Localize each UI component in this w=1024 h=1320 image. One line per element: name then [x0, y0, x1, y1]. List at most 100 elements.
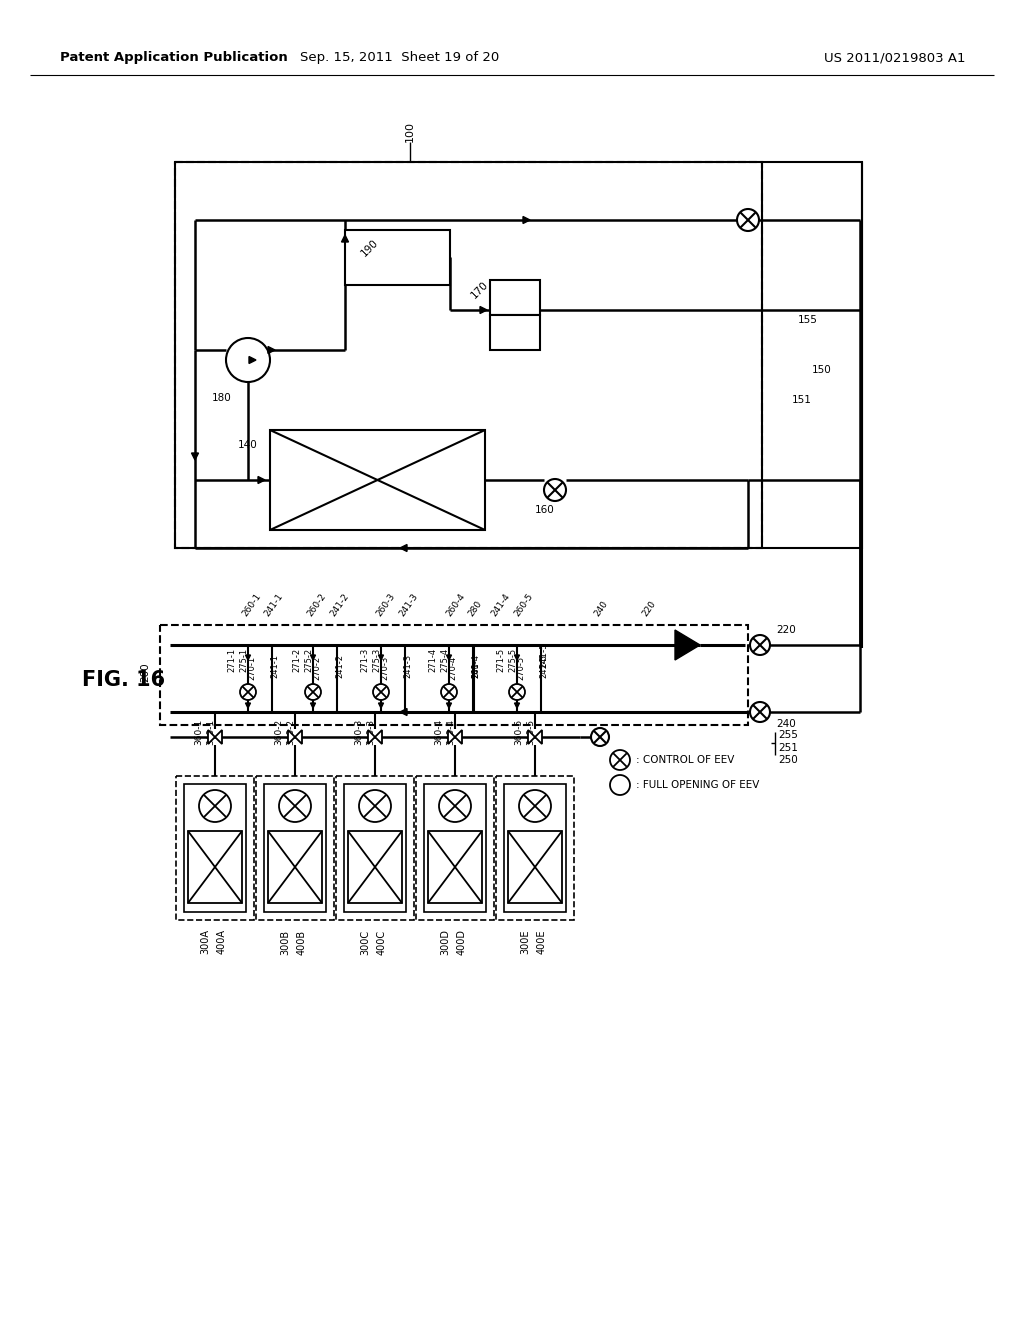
- Circle shape: [373, 684, 389, 700]
- Polygon shape: [341, 235, 348, 242]
- Text: 271-1: 271-1: [227, 648, 237, 672]
- Polygon shape: [249, 356, 256, 363]
- Circle shape: [439, 789, 471, 822]
- Text: 271-5: 271-5: [497, 648, 506, 672]
- Bar: [268, 832, 322, 903]
- Text: 270-5: 270-5: [516, 656, 525, 680]
- Bar: [176, 776, 254, 920]
- Circle shape: [509, 684, 525, 700]
- Text: 275-5: 275-5: [509, 648, 517, 672]
- Bar: [264, 784, 326, 912]
- Polygon shape: [675, 630, 700, 660]
- Polygon shape: [455, 730, 462, 744]
- Text: 160: 160: [536, 506, 555, 515]
- Text: 241-3: 241-3: [397, 591, 420, 618]
- Text: 180: 180: [212, 393, 231, 403]
- Polygon shape: [191, 453, 199, 459]
- Text: 190: 190: [359, 238, 381, 259]
- Polygon shape: [446, 655, 452, 660]
- Circle shape: [737, 209, 759, 231]
- Circle shape: [305, 684, 321, 700]
- Circle shape: [441, 684, 457, 700]
- Text: 270-2: 270-2: [312, 656, 322, 680]
- Bar: [416, 776, 494, 920]
- Polygon shape: [535, 730, 542, 744]
- Text: 200: 200: [140, 663, 150, 682]
- Text: Sep. 15, 2011  Sheet 19 of 20: Sep. 15, 2011 Sheet 19 of 20: [300, 51, 500, 65]
- Text: 300B: 300B: [280, 929, 290, 954]
- Text: 151: 151: [792, 395, 812, 405]
- Text: : FULL OPENING OF EEV: : FULL OPENING OF EEV: [636, 780, 760, 789]
- Bar: [184, 784, 246, 912]
- Text: 220: 220: [641, 599, 657, 618]
- Polygon shape: [295, 730, 302, 744]
- Polygon shape: [208, 730, 215, 744]
- Circle shape: [279, 789, 311, 822]
- Circle shape: [750, 702, 770, 722]
- Circle shape: [240, 684, 256, 700]
- Text: 170: 170: [469, 280, 490, 301]
- Bar: [428, 832, 482, 903]
- Text: 260-4: 260-4: [444, 591, 467, 618]
- Polygon shape: [246, 704, 251, 708]
- Text: 100: 100: [406, 121, 415, 143]
- Text: 241-1: 241-1: [270, 653, 280, 678]
- Text: 400B: 400B: [297, 929, 307, 954]
- Circle shape: [750, 635, 770, 655]
- Bar: [348, 832, 402, 903]
- Bar: [345, 230, 450, 285]
- Circle shape: [591, 729, 609, 746]
- Bar: [424, 784, 486, 912]
- Text: 360-4: 360-4: [434, 719, 443, 744]
- Polygon shape: [310, 704, 315, 708]
- Polygon shape: [215, 730, 222, 744]
- Circle shape: [226, 338, 270, 381]
- Polygon shape: [514, 704, 519, 708]
- Text: 340-2: 340-2: [287, 719, 296, 744]
- Text: 150: 150: [812, 366, 831, 375]
- Text: 140: 140: [239, 440, 258, 450]
- Bar: [188, 832, 242, 903]
- Text: 241-4: 241-4: [489, 591, 512, 618]
- Polygon shape: [400, 709, 407, 715]
- Text: 271-4: 271-4: [428, 648, 437, 672]
- Bar: [175, 162, 862, 548]
- Text: 300D: 300D: [440, 929, 450, 954]
- Text: 400D: 400D: [457, 929, 467, 954]
- Bar: [344, 784, 406, 912]
- Text: 280: 280: [467, 599, 483, 618]
- Polygon shape: [379, 655, 384, 660]
- Text: 340-3: 340-3: [367, 719, 376, 744]
- Text: 300E: 300E: [520, 929, 530, 954]
- Text: 260-1: 260-1: [241, 591, 263, 618]
- Circle shape: [359, 789, 391, 822]
- Polygon shape: [310, 655, 315, 660]
- Text: 300A: 300A: [200, 929, 210, 954]
- Text: 280: 280: [471, 663, 480, 678]
- Polygon shape: [288, 730, 295, 744]
- Polygon shape: [528, 730, 535, 744]
- Text: 271-2: 271-2: [293, 648, 301, 672]
- Polygon shape: [514, 655, 519, 660]
- Polygon shape: [246, 655, 251, 660]
- Text: 360-2: 360-2: [274, 719, 284, 744]
- Text: 241-4: 241-4: [471, 653, 480, 678]
- Text: 271-3: 271-3: [360, 648, 370, 672]
- Text: 360-5: 360-5: [514, 719, 523, 744]
- Text: 155: 155: [798, 315, 818, 325]
- Polygon shape: [268, 346, 275, 354]
- Text: 300C: 300C: [360, 929, 370, 954]
- Text: 275-2: 275-2: [304, 648, 313, 672]
- Polygon shape: [379, 704, 384, 708]
- Text: 240: 240: [593, 599, 609, 618]
- Text: 251: 251: [778, 743, 798, 752]
- Text: 241-5: 241-5: [540, 642, 549, 668]
- Text: 260-3: 260-3: [375, 591, 397, 618]
- Text: 360-3: 360-3: [354, 719, 364, 744]
- Text: 340-5: 340-5: [526, 719, 536, 744]
- Text: 241-3: 241-3: [403, 653, 413, 678]
- Polygon shape: [400, 544, 407, 552]
- Text: 360-1: 360-1: [195, 719, 204, 744]
- Circle shape: [199, 789, 231, 822]
- Text: 241-1: 241-1: [262, 591, 285, 618]
